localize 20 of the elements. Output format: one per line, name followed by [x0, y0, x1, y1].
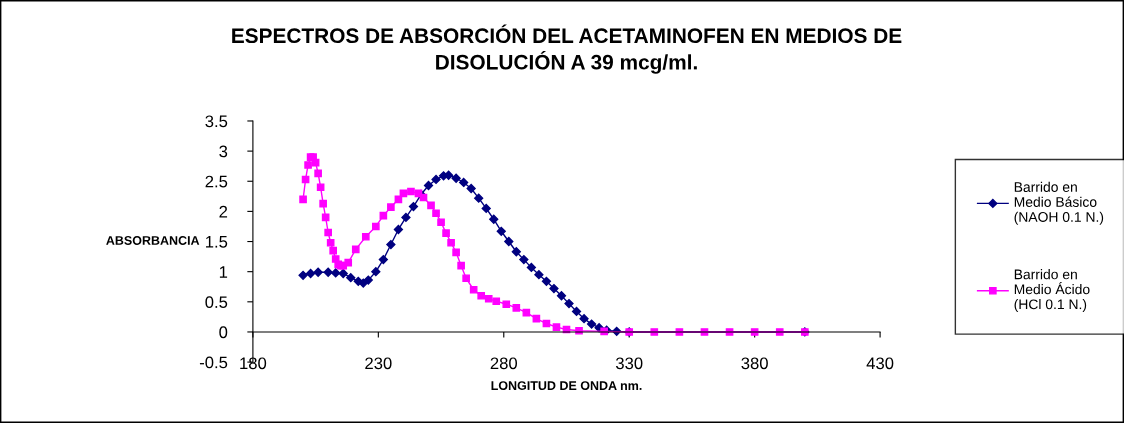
y-tick-label: 3.5 [205, 115, 228, 128]
legend-label: Barrido en Medio Básico (NAOH 0.1 N.) [1014, 181, 1104, 225]
y-tick-label: 1.5 [206, 236, 228, 248]
y-tick-label: 2.5 [205, 175, 228, 188]
y-tick-label: 1 [219, 266, 228, 278]
x-tick-label: 180 [240, 357, 267, 370]
chart-title: ESPECTROS DE ABSORCIÓN DEL ACETAMINOFEN EN MEDIOS DE DISOLUCIÓN A 39 mcg/ml. [232, 24, 902, 74]
x-tick-label: 280 [490, 357, 518, 370]
x-tick-label: 330 [615, 357, 643, 370]
legend-label: Barrido en Medio Ácido (HCl 0.1 N.) [1014, 269, 1090, 312]
y-tick-label: -0.5 [199, 356, 228, 369]
y-tick-label: 0 [219, 326, 228, 339]
y-tick-label: 2 [219, 205, 228, 218]
y-axis-title: ABSORBANCIA [106, 236, 200, 245]
x-tick-label: 430 [866, 357, 894, 370]
y-tick-label: 3 [219, 145, 228, 158]
x-tick-label: 380 [741, 357, 768, 370]
y-tick-label: 0.5 [205, 296, 228, 309]
x-tick-label: 230 [365, 357, 392, 370]
x-axis-title: LONGITUD DE ONDA nm. [491, 381, 642, 390]
